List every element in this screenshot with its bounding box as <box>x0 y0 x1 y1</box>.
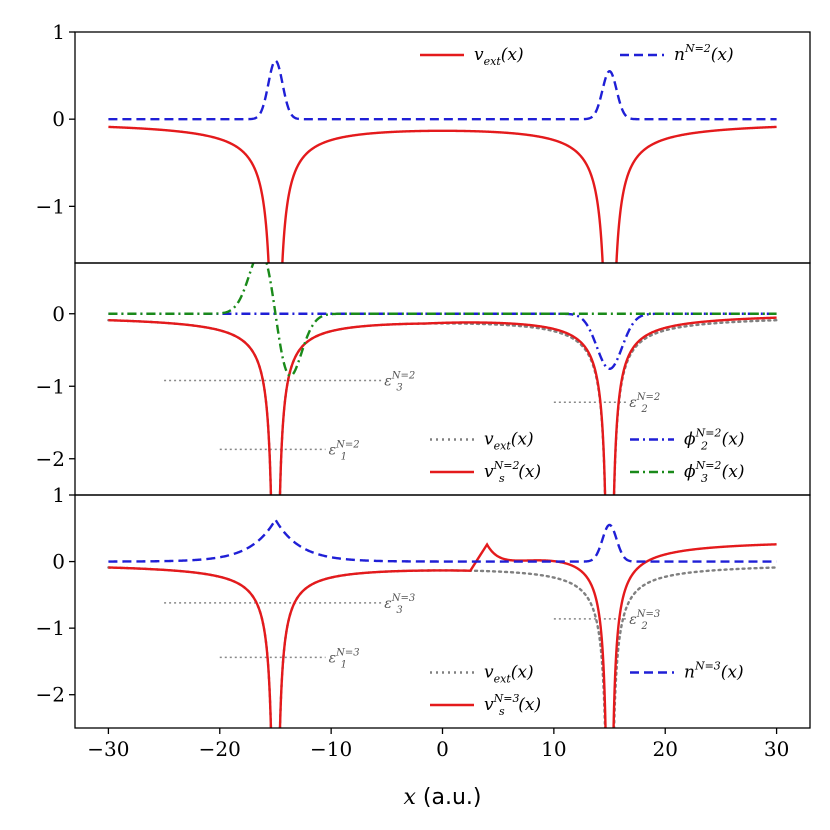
energy-level-label: εN=3 1 <box>329 647 360 670</box>
x-tick-label: −20 <box>199 737 241 761</box>
legend-label: vN=3 s (x) <box>484 692 541 718</box>
panel-bottom: εN=3 3εN=3 2εN=3 110−1−2−30 −20 −10 0 10 20 30vex… <box>36 483 811 761</box>
series-v-ext-x- <box>107 318 778 495</box>
y-tick-label: −2 <box>36 447 65 471</box>
legend: vext(x) nN=2(x) <box>420 42 734 68</box>
series-v-ext-x- <box>108 125 777 263</box>
panel-middle: εN=2 3 εN=2 2 εN=2 1 0 −1 −2 vext(x) vN=2 s (x) ϕN=2 2… <box>36 262 811 496</box>
x-tick-label: −30 <box>87 737 129 761</box>
y-tick-label: −1 <box>36 194 65 218</box>
energy-level-label: εN=3 3 <box>384 593 415 616</box>
x-tick-label: 0 <box>436 737 449 761</box>
energy-level-label: εN=2 3 <box>384 370 415 393</box>
y-tick-label: −1 <box>36 374 65 398</box>
x-axis-label: x (a.u.) <box>404 785 482 810</box>
legend-label: vext(x) <box>484 663 534 686</box>
energy-level-label: εN=2 1 <box>329 439 360 462</box>
legend-label: vext(x) <box>484 430 534 453</box>
series-v-s-n-3-x- <box>108 542 777 728</box>
y-tick-label: 0 <box>52 550 65 574</box>
series-n-n-3-x- <box>108 517 777 563</box>
y-tick-label: −1 <box>36 616 65 640</box>
panel-top: 1 0 −1 vext(x) nN=2(x) <box>36 20 811 264</box>
legend-label: ϕN=2 2 (x) <box>684 427 744 453</box>
series-phi-3-n-2-x- <box>108 263 777 377</box>
y-tick-label: 1 <box>52 20 65 44</box>
legend: vext(x) vN=3 s (x) nN=3(x) <box>430 660 744 718</box>
x-tick-label: 20 <box>653 737 678 761</box>
energy-level-label: εN=2 2 <box>629 392 660 415</box>
y-tick-label: −2 <box>36 683 65 707</box>
y-tick-label: 0 <box>52 302 65 326</box>
x-tick-label: −10 <box>310 737 352 761</box>
legend-label: vN=2 s (x) <box>484 459 541 485</box>
legend-label: vext(x) <box>474 45 524 68</box>
legend-label: nN=3(x) <box>684 660 744 683</box>
series-v-s-n-2-x- <box>108 316 777 495</box>
axes-frame <box>74 494 811 729</box>
x-tick-label: 10 <box>541 737 566 761</box>
x-tick-label: 30 <box>764 737 789 761</box>
axes-frame <box>74 31 811 264</box>
y-tick-label: 0 <box>52 107 65 131</box>
series-n-n-2-x- <box>108 59 777 121</box>
legend-label: nN=2(x) <box>674 42 734 65</box>
energy-level-label: εN=3 2 <box>629 609 660 632</box>
legend-label: ϕN=2 3 (x) <box>684 459 744 485</box>
y-tick-label: 1 <box>52 483 65 507</box>
legend: vext(x) vN=2 s (x) ϕN=2 2 (x) ϕN=2 3 (x) <box>430 427 744 485</box>
